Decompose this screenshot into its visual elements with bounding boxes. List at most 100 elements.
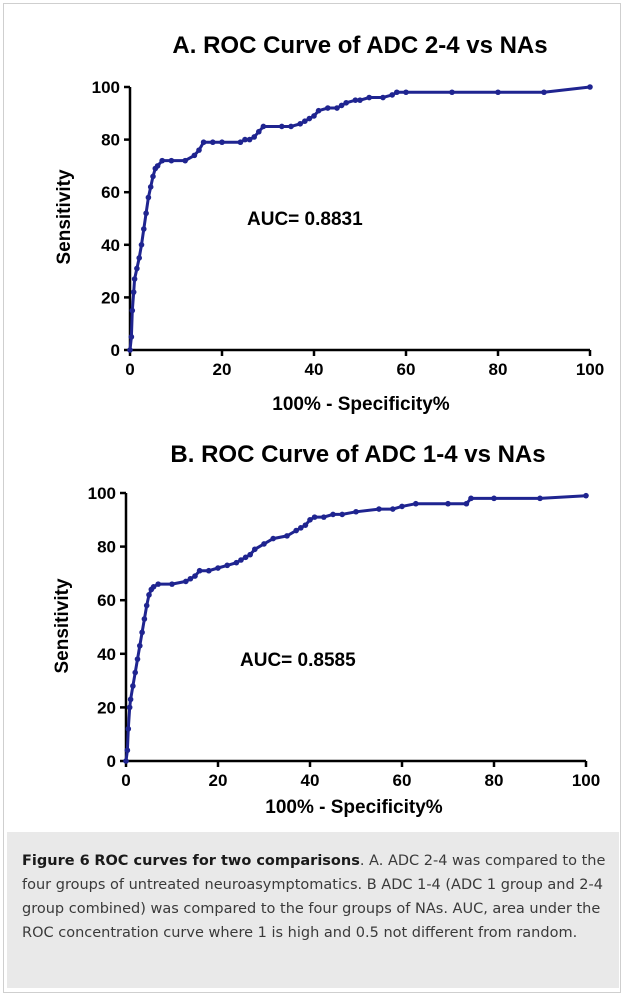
chart-b-xlabel: 100% - Specificity% — [265, 797, 443, 818]
chart-a-xtick-label: 60 — [397, 360, 416, 379]
chart-a-roc-point — [191, 152, 198, 159]
chart-a-roc-point — [334, 105, 340, 111]
chart-b-roc-point — [125, 726, 132, 732]
chart-b-roc-point — [583, 492, 589, 499]
chart-a-roc-point — [394, 89, 400, 96]
chart-a-xlabel: 100% - Specificity% — [272, 394, 450, 415]
chart-b-ytick-label: 0 — [107, 752, 116, 771]
chart-b-roc-point — [270, 535, 277, 542]
chart-a-axes: 0 20 40 60 80 100 0 20 40 60 80 100 — [92, 78, 605, 379]
chart-a-roc-point — [495, 89, 501, 96]
chart-a-roc-point — [237, 139, 244, 146]
chart-a-roc-point — [134, 265, 140, 272]
chart-a-ytick-label: 100 — [92, 78, 120, 97]
chart-b-axes: 0 20 40 60 80 100 0 20 40 60 80 100 — [88, 484, 601, 790]
figure-caption: Figure 6 ROC curves for two comparisons.… — [22, 849, 608, 945]
chart-a-roc-point — [145, 194, 152, 201]
chart-b-roc-point — [537, 495, 543, 502]
chart-b-roc-point — [445, 500, 451, 507]
chart-a-ytick-label: 60 — [101, 183, 120, 202]
chart-b-roc-point — [127, 696, 134, 703]
chart-a-roc-point — [246, 136, 253, 143]
chart-a-roc-point — [288, 123, 294, 130]
chart-a-roc-point — [182, 157, 188, 164]
chart-a-roc-point — [311, 113, 317, 119]
chart-a-roc-point — [587, 84, 593, 90]
chart-b-roc-point — [252, 546, 258, 553]
chart-a-roc-point — [147, 184, 154, 190]
chart-b-roc-point — [284, 533, 290, 539]
chart-b-xtick-label: 80 — [485, 771, 504, 790]
roc-chart-b: B. ROC Curve of ADC 1-4 vs NAs 0 20 40 60 80… — [52, 441, 601, 818]
chart-a-roc-point — [449, 89, 455, 96]
chart-b-roc-point — [126, 704, 133, 711]
chart-a-roc-point — [128, 334, 135, 340]
chart-a-xtick-label: 80 — [489, 360, 508, 379]
caption-heading: ROC curves for two comparisons — [94, 853, 360, 869]
chart-a-roc-point — [242, 136, 248, 143]
chart-a-xtick-label: 40 — [305, 360, 324, 379]
chart-b-title: B. ROC Curve of ADC 1-4 vs NAs — [170, 441, 545, 468]
chart-a-roc-point — [150, 173, 156, 180]
caption-box — [7, 832, 619, 988]
chart-b-roc-point — [293, 527, 300, 534]
chart-a-roc-point — [297, 121, 304, 127]
chart-a-roc-point — [389, 92, 396, 98]
roc-chart-a: A. ROC Curve of ADC 2-4 vs NAs 0 20 40 60 80… — [54, 32, 605, 415]
chart-b-roc-point — [413, 500, 419, 507]
chart-b-roc-point — [261, 541, 267, 547]
chart-a-roc-point — [219, 139, 225, 146]
chart-b-roc-point — [238, 557, 244, 563]
chart-b-ytick-label: 60 — [97, 591, 116, 610]
chart-a-roc-point — [154, 163, 161, 169]
chart-b-roc-point — [390, 506, 396, 512]
chart-b-roc-curve — [124, 494, 587, 762]
chart-a-roc-point — [138, 242, 145, 248]
chart-b-roc-point — [463, 500, 470, 507]
chart-b-roc-point — [330, 511, 336, 518]
chart-b-ytick-label: 100 — [88, 484, 116, 503]
chart-b-roc-point — [468, 495, 474, 502]
chart-a-roc-point — [541, 89, 547, 96]
chart-b-roc-point — [134, 656, 141, 662]
chart-b-roc-point — [399, 503, 405, 510]
chart-a-roc-point — [255, 128, 262, 135]
chart-b-roc-point — [130, 683, 136, 689]
chart-b-roc-point — [311, 514, 318, 520]
chart-b-roc-point — [206, 567, 212, 574]
chart-a-roc-point — [141, 226, 147, 232]
chart-b-roc-point — [307, 517, 313, 523]
chart-a-ytick-label: 0 — [111, 341, 120, 360]
chart-a-xtick-label: 20 — [213, 360, 232, 379]
chart-b-ytick-label: 20 — [97, 698, 116, 717]
chart-a-roc-point — [338, 102, 345, 109]
chart-b-roc-point — [224, 562, 230, 569]
chart-a-roc-point — [159, 157, 165, 164]
chart-b-roc-point — [242, 554, 249, 561]
figure-frame — [3, 3, 621, 993]
chart-b-xtick-label: 20 — [209, 771, 228, 790]
chart-a-roc-point — [302, 118, 308, 124]
chart-b-xtick-label: 0 — [121, 771, 130, 790]
chart-b-ytick-label: 80 — [97, 538, 116, 557]
chart-b-xtick-label: 100 — [572, 771, 600, 790]
chart-a-roc-point — [168, 157, 175, 164]
chart-a-roc-point — [357, 97, 363, 103]
chart-b-roc-point — [247, 551, 253, 558]
chart-a-ytick-label: 20 — [101, 288, 120, 307]
chart-a-roc-point — [403, 89, 409, 96]
chart-b-roc-point — [192, 573, 198, 579]
chart-b-roc-point — [491, 495, 497, 502]
chart-a-title: A. ROC Curve of ADC 2-4 vs NAs — [172, 32, 547, 59]
caption-text: . A. ADC 2-4 was compared to the four gr… — [22, 853, 606, 941]
chart-a-roc-point — [127, 347, 133, 353]
chart-a-roc-point — [210, 139, 216, 146]
chart-a-xtick-label: 100 — [576, 360, 604, 379]
chart-a-roc-point — [306, 115, 313, 122]
chart-a-ytick-label: 40 — [101, 236, 120, 255]
chart-b-roc-point — [353, 508, 359, 515]
chart-b-auc-annotation: AUC= 0.8585 — [240, 650, 356, 671]
chart-b-roc-point — [155, 581, 161, 587]
chart-b-roc-point — [187, 575, 194, 582]
chart-b-roc-point — [321, 514, 327, 520]
